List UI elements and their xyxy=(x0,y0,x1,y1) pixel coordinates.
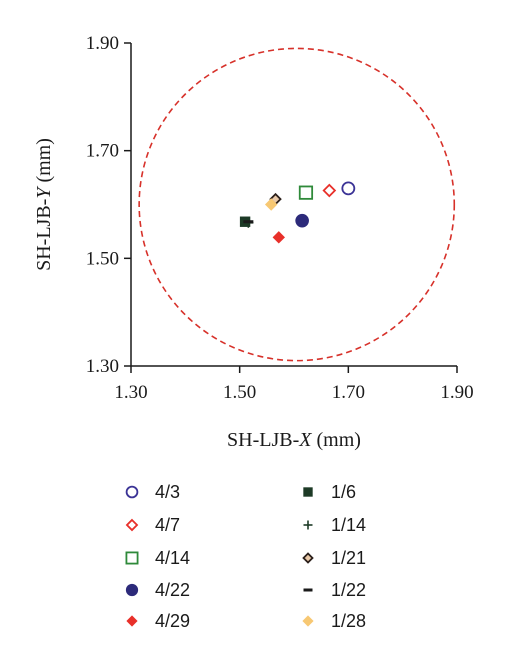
legend-item-1-6: 1/6 xyxy=(303,482,356,502)
legend-item-4-22: 4/22 xyxy=(125,580,190,600)
legend-item-1-28: 1/28 xyxy=(302,611,366,631)
legend-item-4-29: 4/29 xyxy=(126,611,190,631)
y-axis-title: SH-LJB-Y (mm) xyxy=(33,138,55,271)
legend-label: 1/6 xyxy=(331,482,356,502)
x-tick-label: 1.30 xyxy=(114,382,147,403)
legend-marker xyxy=(303,520,313,530)
legend-marker xyxy=(125,518,139,532)
legend-marker xyxy=(303,487,313,497)
tolerance-circle xyxy=(138,47,456,362)
legend-label: 4/3 xyxy=(155,482,180,502)
y-tick-label: 1.90 xyxy=(86,33,119,54)
x-tick-label: 1.70 xyxy=(332,382,365,403)
legend-label: 4/7 xyxy=(155,515,180,535)
legend-label: 4/22 xyxy=(155,580,190,600)
data-point-4-22 xyxy=(295,213,309,228)
legend-marker xyxy=(125,485,139,499)
legend-item-1-14: 1/14 xyxy=(303,515,366,535)
legend-marker xyxy=(126,615,138,627)
x-tick-label: 1.90 xyxy=(440,382,473,403)
legend-label: 1/14 xyxy=(331,515,366,535)
legend-item-1-22: 1/22 xyxy=(303,580,366,600)
x-axis-title: SH-LJB-X (mm) xyxy=(227,429,361,451)
legend-marker xyxy=(302,552,314,564)
legend-label: 4/29 xyxy=(155,611,190,631)
legend-item-4-3: 4/3 xyxy=(125,482,180,502)
y-tick-label: 1.50 xyxy=(86,248,119,269)
legend-label: 1/22 xyxy=(331,580,366,600)
data-point-1-28 xyxy=(264,198,278,211)
legend-marker xyxy=(302,615,314,627)
legend-label: 4/14 xyxy=(155,548,190,568)
legend: 4/3 4/7 4/14 4/22 4/29 1/6 1/14 1/21 1/22 1/28 xyxy=(125,482,366,631)
legend-label: 1/21 xyxy=(331,548,366,568)
legend-marker xyxy=(125,583,139,597)
legend-marker xyxy=(125,551,139,565)
data-point-4-3 xyxy=(341,181,356,196)
legend-item-4-14: 4/14 xyxy=(125,548,190,568)
data-point-4-29 xyxy=(272,231,285,244)
legend-item-1-21: 1/21 xyxy=(302,548,366,568)
x-tick-label: 1.50 xyxy=(223,382,256,403)
data-point-4-7 xyxy=(322,183,337,198)
y-tick-label: 1.30 xyxy=(86,356,119,377)
data-point-4-14 xyxy=(298,185,314,200)
legend-label: 1/28 xyxy=(331,611,366,631)
legend-item-4-7: 4/7 xyxy=(125,515,180,535)
y-tick-label: 1.70 xyxy=(86,141,119,162)
